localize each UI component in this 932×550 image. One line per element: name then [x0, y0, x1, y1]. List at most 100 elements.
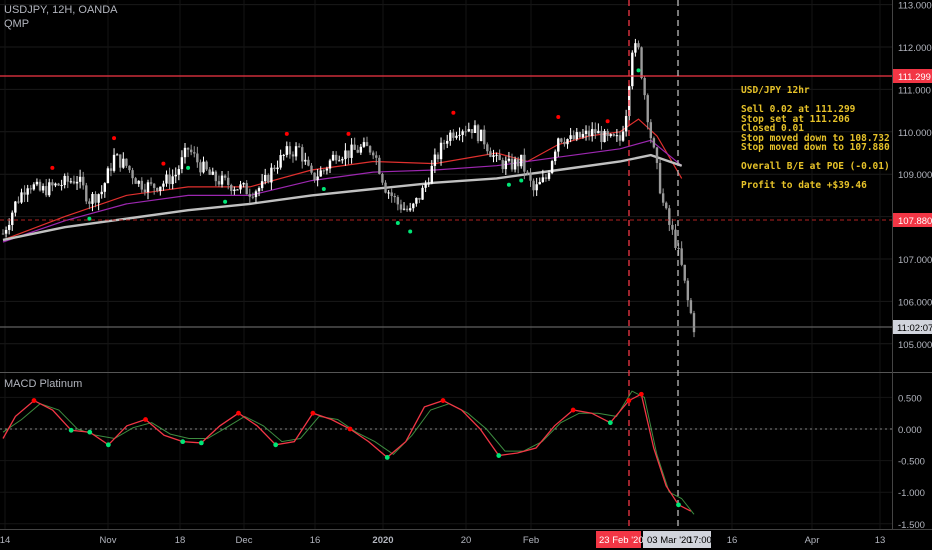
- candle-body: [57, 183, 60, 186]
- candle-body: [655, 147, 659, 163]
- candle-body: [418, 197, 421, 200]
- candle-body: [658, 162, 662, 194]
- candle-body: [254, 191, 258, 198]
- macd-peak-dot: [236, 410, 241, 416]
- candle-body: [612, 134, 615, 136]
- candle-body: [128, 165, 131, 171]
- candle-body: [492, 155, 495, 157]
- candle-body: [137, 180, 140, 184]
- candle-body: [307, 159, 310, 166]
- macd-axis[interactable]: 0.500 0.000 -0.500 -1.000 -1.500: [898, 393, 925, 530]
- candle-body: [430, 165, 433, 184]
- candle-body: [591, 129, 594, 137]
- price-axis[interactable]: 105.000106.000107.000108.000109.000110.0…: [898, 1, 932, 351]
- candle-body: [82, 176, 85, 186]
- annotation-line-1: Sell 0.02 at 111.299: [741, 104, 856, 115]
- candle-body: [566, 139, 569, 145]
- time-tick-label: Dec: [236, 535, 253, 546]
- candle-body: [297, 146, 301, 148]
- candle-body: [541, 177, 545, 183]
- candle-body: [692, 313, 696, 333]
- candle-body: [624, 116, 628, 132]
- price-tick-label: 112.000: [898, 43, 932, 54]
- candle-body: [587, 130, 591, 137]
- candle-body: [304, 159, 307, 162]
- candle-body: [193, 152, 196, 154]
- last-time-tag-bg: [893, 320, 932, 334]
- candle-body: [146, 182, 150, 193]
- candle-body: [23, 192, 26, 195]
- annotation-line-9: Profit to date +$39.46: [741, 180, 867, 191]
- candle-body: [412, 203, 415, 209]
- candle-body: [572, 135, 575, 140]
- trade-annotation: USD/JPY 12hr Sell 0.02 at 111.299 Stop s…: [741, 85, 890, 191]
- candle-body: [285, 146, 289, 155]
- macd-tick-label: -1.000: [898, 488, 925, 499]
- event2-time-tag: 17:00: [688, 535, 712, 546]
- candle-body: [427, 183, 430, 185]
- ema_purple-line: [2, 139, 683, 243]
- pivot-low-dot: [321, 187, 326, 192]
- pivot-high-dot: [161, 161, 166, 166]
- candle-body: [264, 175, 267, 182]
- candle-body: [535, 184, 538, 191]
- pivot-low-dot: [87, 216, 92, 221]
- candle-body: [446, 140, 449, 144]
- candle-body: [520, 154, 523, 167]
- candle-body: [495, 154, 498, 156]
- candle-body: [276, 167, 279, 170]
- candle-body: [375, 155, 378, 158]
- candle-body: [347, 150, 350, 158]
- candle-body: [381, 173, 384, 183]
- candle-body: [532, 180, 535, 191]
- macd-trough-dot: [384, 455, 390, 460]
- sma_gray-line: [2, 153, 683, 242]
- price-tick-label: 109.000: [898, 170, 932, 181]
- candle-body: [205, 161, 208, 170]
- candle-body: [162, 183, 165, 187]
- price-tick-label: 113.000: [898, 1, 932, 12]
- annotation-line-7: Overall B/E at POE (-0.01): [741, 161, 890, 172]
- pivot-high-dot: [284, 131, 289, 136]
- candle-body: [501, 160, 504, 170]
- macd-trough-dot: [105, 442, 111, 448]
- candle-body: [486, 144, 489, 152]
- candle-body: [186, 147, 190, 150]
- event2-date-tag-bg: [643, 531, 711, 548]
- time-tick-label: 18: [175, 535, 186, 546]
- candle-body: [14, 201, 17, 213]
- candle-body: [103, 183, 106, 192]
- time-tick-label: Feb: [523, 535, 539, 546]
- macd-peak-dot: [143, 417, 148, 422]
- candle-body: [183, 147, 187, 158]
- candlesticks: [1, 38, 696, 338]
- candle-body: [362, 142, 366, 147]
- candle-body: [458, 134, 461, 136]
- candle-body: [122, 158, 125, 168]
- candle-body: [226, 177, 230, 185]
- candle-body: [631, 52, 634, 87]
- pivot-high-dot: [50, 165, 55, 170]
- candle-body: [257, 188, 261, 192]
- candle-body: [671, 224, 674, 230]
- candle-body: [510, 158, 514, 170]
- time-axis[interactable]: 14 Nov 18 Dec 16 2020 20 Feb 16 Apr 13: [0, 535, 885, 546]
- candle-body: [202, 161, 205, 173]
- candle-body: [288, 146, 292, 155]
- candle-body: [634, 43, 637, 53]
- candle-body: [609, 134, 612, 137]
- candle-body: [94, 193, 97, 203]
- pivot-low-dot: [506, 182, 511, 187]
- candle-body: [97, 194, 100, 203]
- pivot-low-dot: [408, 229, 413, 234]
- candle-body: [156, 187, 159, 191]
- candle-body: [408, 208, 412, 211]
- candle-body: [78, 176, 82, 182]
- candle-body: [353, 144, 356, 150]
- candle-body: [356, 149, 359, 153]
- candle-body: [60, 185, 63, 187]
- candle-body: [550, 161, 554, 174]
- candle-body: [32, 184, 36, 190]
- time-tick-label: Nov: [100, 535, 117, 546]
